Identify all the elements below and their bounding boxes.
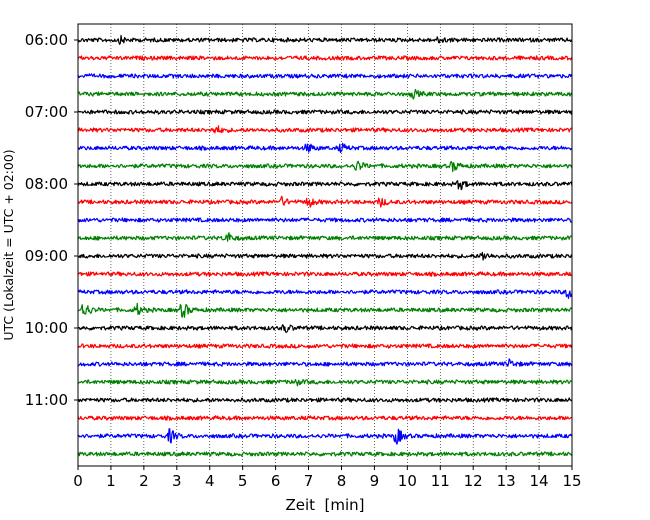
trace-line-1030 <box>77 358 573 367</box>
y-tick-label: 11:00 <box>25 391 68 409</box>
x-tick-label: 1 <box>106 472 116 490</box>
x-tick-label: 5 <box>238 472 248 490</box>
trace-line-1000 <box>77 324 573 334</box>
x-tick-label: 6 <box>271 472 281 490</box>
trace-line-0900 <box>77 251 573 261</box>
trace-line-1115 <box>77 415 573 421</box>
trace-line-0845 <box>77 232 573 242</box>
x-axis-ticks: 0 1 2 3 4 5 6 7 8 9 10 11 12 13 14 15 <box>73 466 582 490</box>
x-axis-label: Zeit [min] <box>285 496 364 514</box>
x-tick-label: 0 <box>73 472 83 490</box>
x-tick-label: 12 <box>464 472 483 490</box>
x-tick-label: 13 <box>497 472 516 490</box>
x-tick-label: 8 <box>337 472 347 490</box>
x-tick-label: 2 <box>139 472 149 490</box>
trace-line-0645 <box>77 88 573 100</box>
y-tick-label: 06:00 <box>25 31 68 49</box>
plot-frame <box>77 23 573 467</box>
trace-line-1130 <box>77 428 573 445</box>
trace-line-0745 <box>77 160 573 173</box>
x-tick-label: 7 <box>304 472 314 490</box>
trace-line-0600 <box>77 34 573 45</box>
x-tick-label: 4 <box>205 472 215 490</box>
y-tick-label: 10:00 <box>25 319 68 337</box>
trace-line-0800 <box>77 180 573 191</box>
y-tick-label: 08:00 <box>25 175 68 193</box>
trace-line-1045 <box>77 379 573 387</box>
trace-line-0830 <box>77 217 573 223</box>
y-tick-label: 09:00 <box>25 247 68 265</box>
trace-line-0700 <box>77 109 573 115</box>
x-tick-label: 11 <box>431 472 450 490</box>
trace-lines <box>77 34 573 457</box>
x-tick-label: 3 <box>172 472 182 490</box>
x-tick-label: 15 <box>562 472 581 490</box>
trace-line-0915 <box>77 271 573 277</box>
x-tick-label: 10 <box>398 472 417 490</box>
trace-line-0815 <box>77 195 573 208</box>
trace-line-1100 <box>77 397 573 403</box>
y-axis-label: UTC (Lokalzeit = UTC + 02:00) <box>1 149 16 340</box>
x-tick-label: 9 <box>370 472 380 490</box>
trace-line-0715 <box>77 125 573 134</box>
trace-line-1015 <box>77 343 573 349</box>
y-tick-label: 07:00 <box>25 103 68 121</box>
trace-line-0730 <box>77 142 573 154</box>
trace-line-0930 <box>77 289 573 299</box>
trace-line-0630 <box>77 73 573 79</box>
trace-line-0945 <box>77 302 573 318</box>
x-tick-label: 14 <box>530 472 549 490</box>
trace-line-1145 <box>77 451 573 457</box>
y-axis-ticks: 06:00 07:00 08:00 09:00 10:00 11:00 <box>25 31 78 409</box>
trace-line-0615 <box>77 55 573 61</box>
